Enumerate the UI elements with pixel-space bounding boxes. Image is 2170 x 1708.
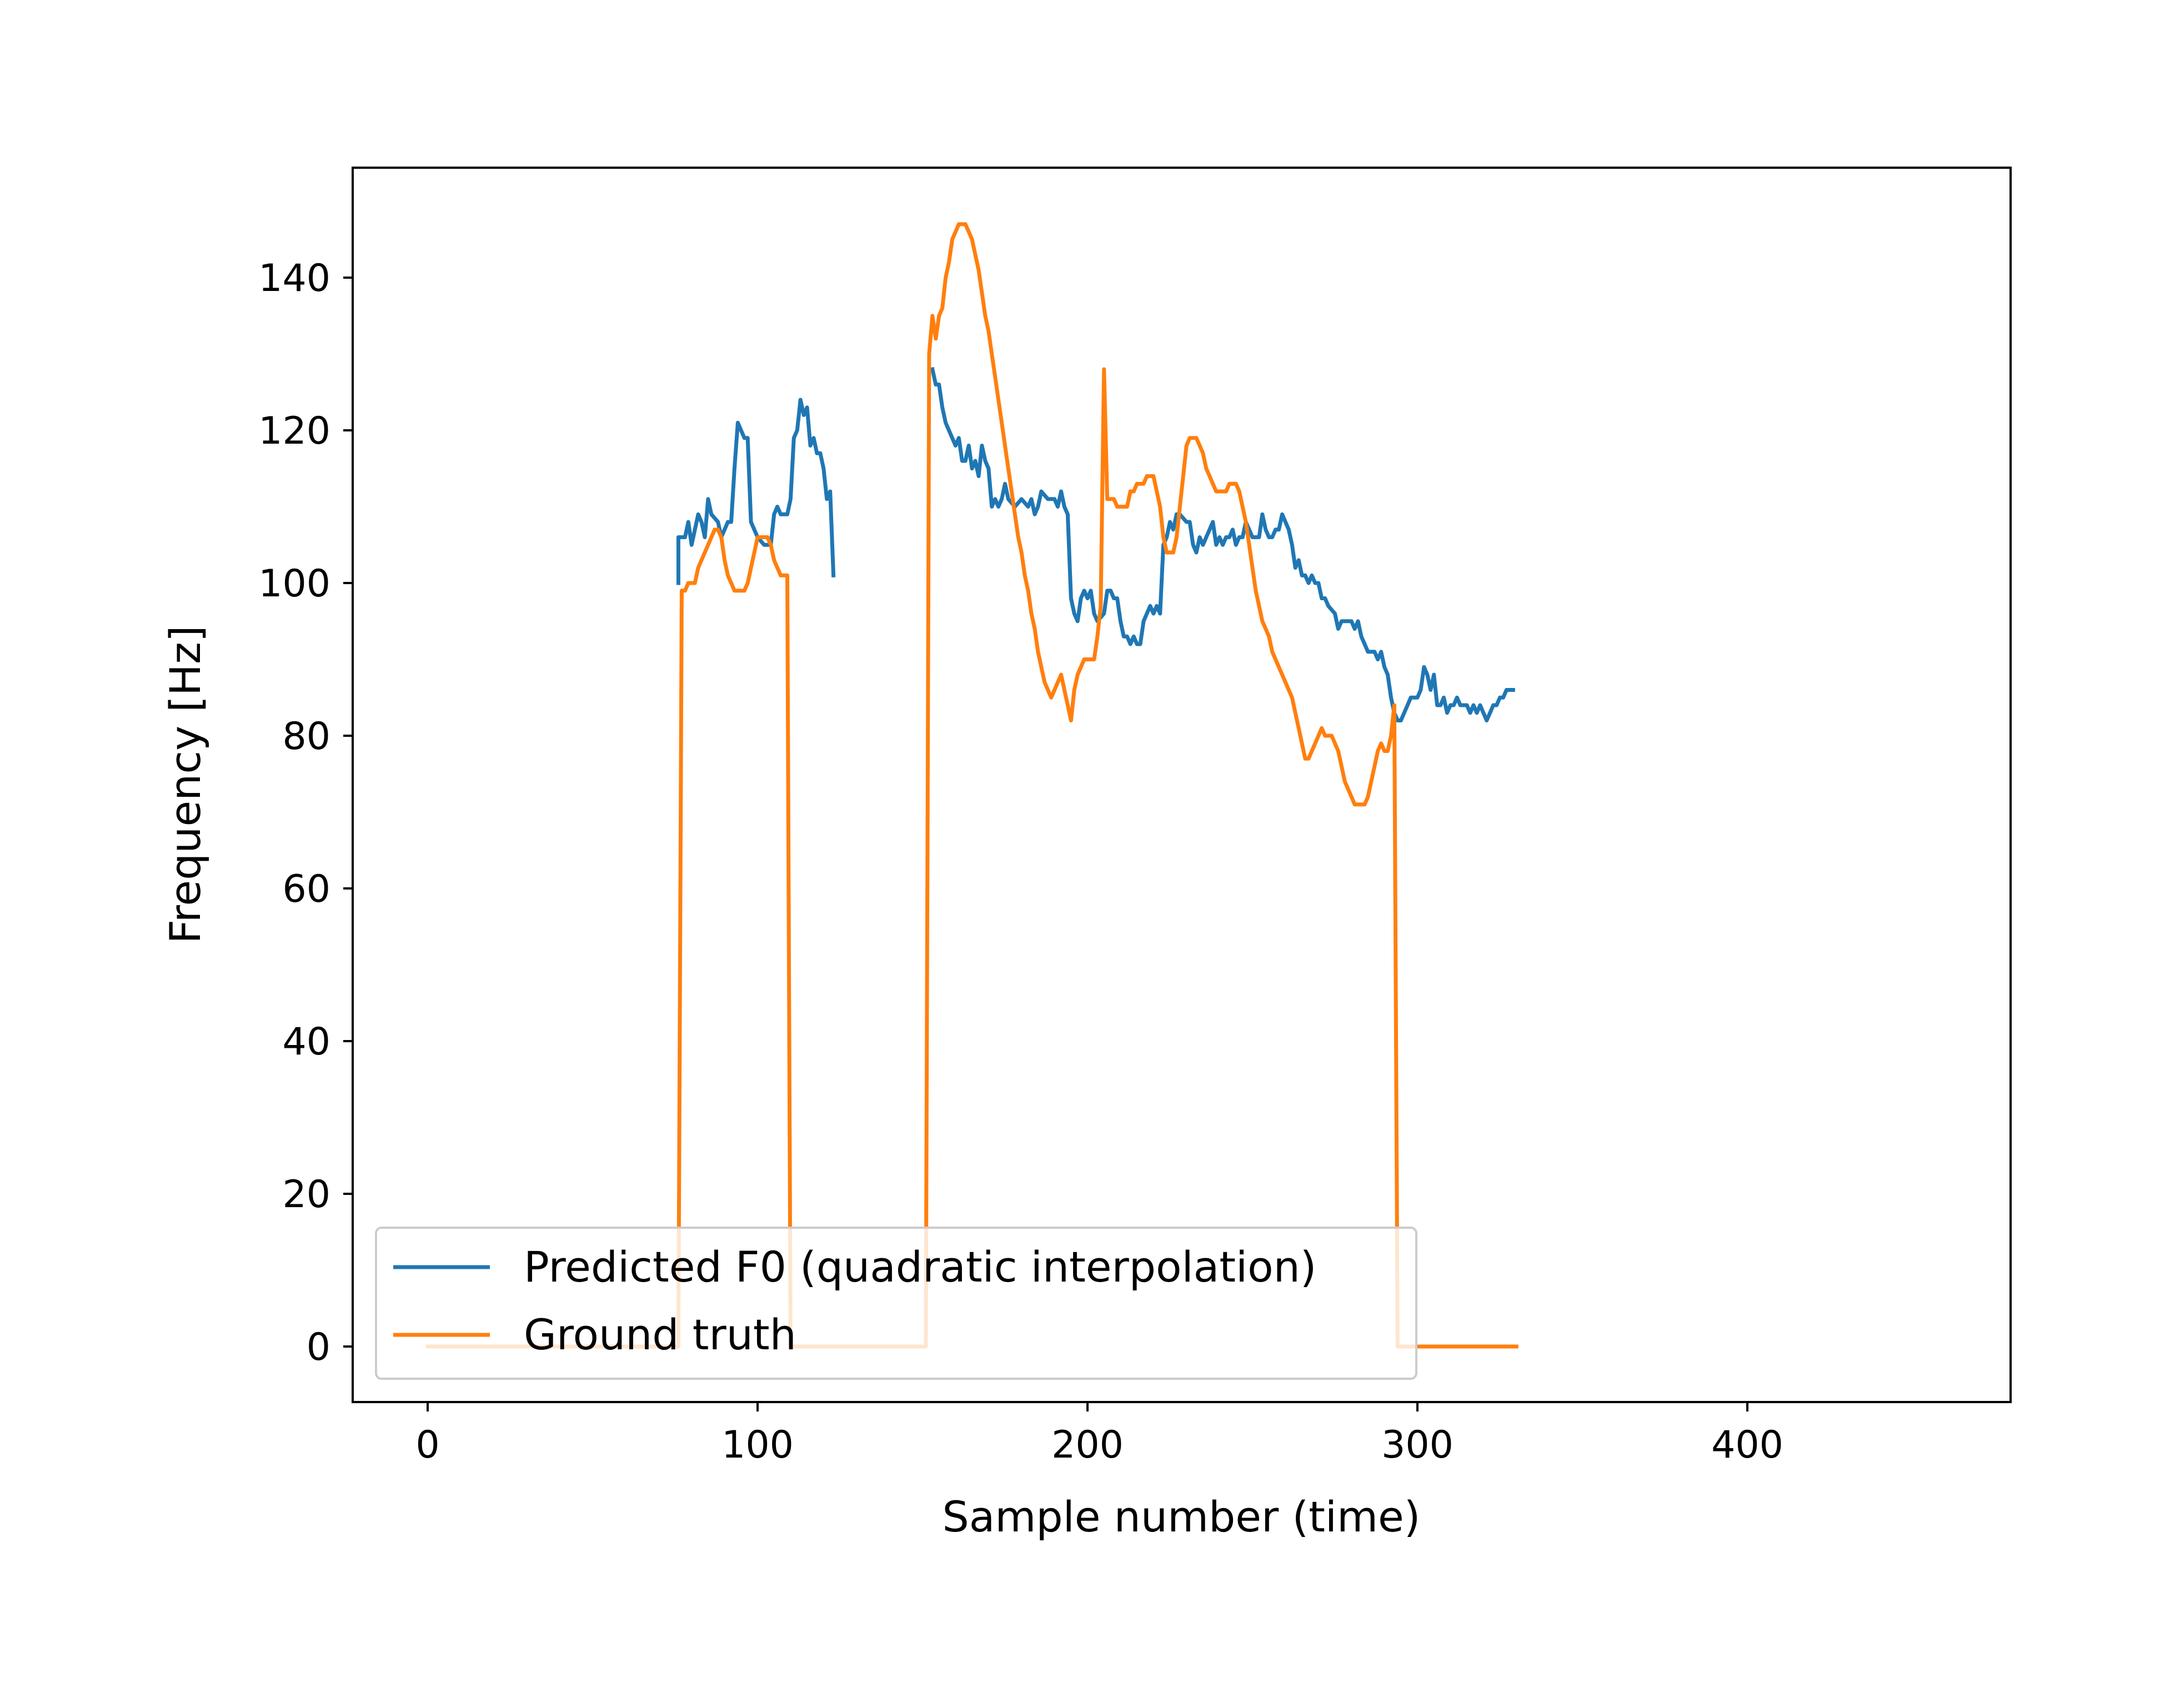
x-tick-label: 0 [415,1423,439,1467]
legend-box [375,1227,1417,1380]
y-axis-label: Frequency [Hz] [161,625,210,943]
legend-label: Ground truth [524,1310,796,1359]
y-tick-label: 0 [307,1325,330,1369]
y-tick-label: 140 [258,257,330,300]
axis-ticks: 0 100 200 300 400 0 20 40 60 80 100 120 140 [258,257,1783,1467]
y-tick-label: 120 [258,409,330,453]
x-tick-label: 400 [1711,1423,1783,1467]
y-tick-label: 40 [282,1020,330,1064]
legend: Predicted F0 (quadratic interpolation) Gr… [375,1227,1417,1380]
series-line-segment [425,222,1519,1349]
plot-frame [352,167,2012,1403]
y-tick-label: 20 [282,1173,330,1217]
x-tick-label: 100 [721,1423,794,1467]
x-tick-label: 200 [1051,1423,1124,1467]
x-axis-label: Sample number (time) [943,1492,1421,1541]
series-2 [425,222,1519,1349]
y-tick-label: 100 [258,562,330,606]
x-tick-label: 300 [1381,1423,1454,1467]
series-line-segment [930,366,1515,722]
series-layer [425,222,1519,1349]
legend-label: Predicted F0 (quadratic interpolation) [524,1242,1316,1292]
y-tick-label: 80 [282,715,330,758]
y-tick-label: 60 [282,867,330,911]
